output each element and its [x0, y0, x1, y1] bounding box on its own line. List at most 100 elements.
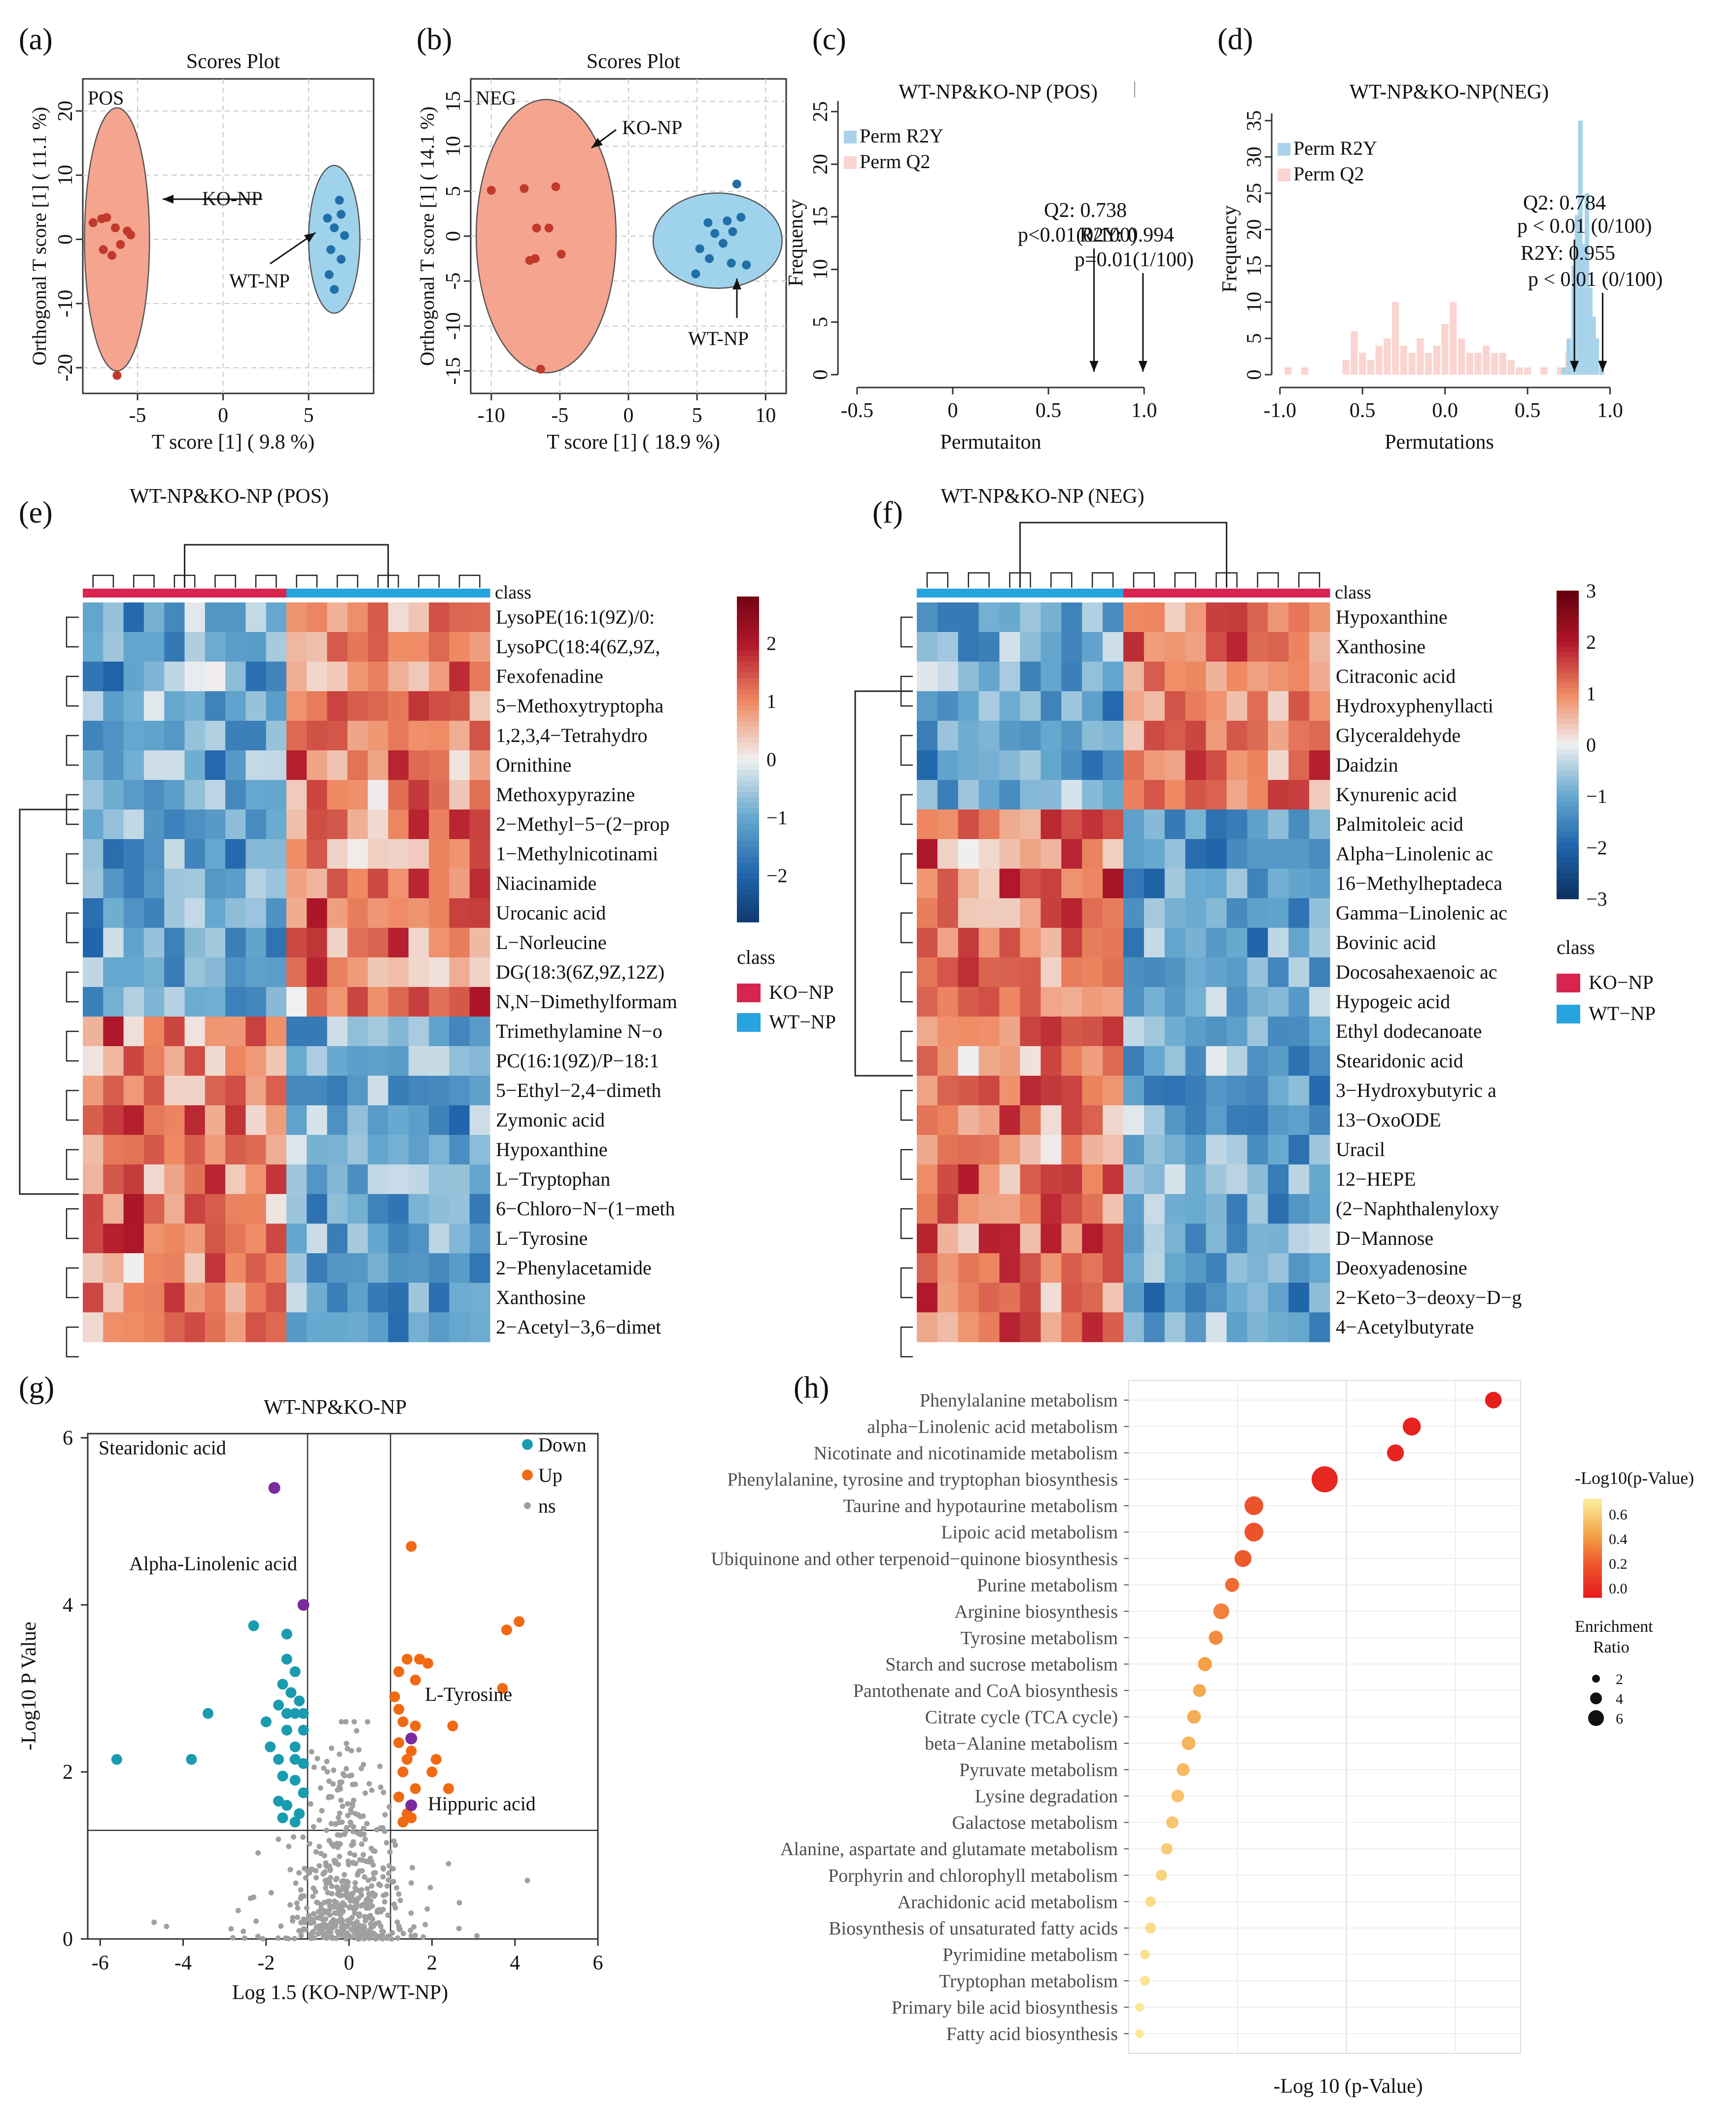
colorbar-segment: [1557, 775, 1579, 781]
ns-point: [334, 1929, 340, 1935]
heatmap-cell: [307, 928, 328, 958]
heatmap-cell: [184, 957, 206, 987]
ns-point: [228, 1926, 234, 1932]
wt-arrow-head: [732, 279, 741, 289]
heatmap-cell: [1082, 1164, 1103, 1195]
heatmap-cell: [286, 810, 307, 840]
heatmap-cell: [429, 1105, 450, 1135]
heatmap-cell: [408, 1135, 429, 1165]
colorbar-segment: [1557, 765, 1579, 771]
heatmap-cell: [1309, 662, 1330, 692]
ns-point: [326, 1778, 332, 1784]
ns-point: [396, 1891, 402, 1897]
annotation-ko: KO-NP: [622, 116, 682, 139]
heatmap-cell: [408, 1046, 429, 1076]
colorbar-segment: [737, 830, 759, 836]
class-label: class: [495, 582, 531, 603]
colorbar-segment: [1583, 1509, 1602, 1512]
heatmap-row-label: Hypogeic acid: [1336, 990, 1450, 1013]
heatmap-cell: [1206, 1076, 1227, 1106]
heatmap-cell: [368, 898, 388, 928]
heatmap-cell: [205, 1105, 226, 1135]
heatmap-cell: [1247, 810, 1268, 840]
heatmap-cell: [1103, 721, 1124, 751]
heatmap-cell: [449, 1312, 470, 1342]
heatmap-cell: [1268, 721, 1289, 751]
class-bar-cell: [388, 589, 409, 598]
heatmap-cell: [1309, 839, 1330, 869]
x-tick-label: 5: [692, 404, 702, 427]
permutation-bar: [1491, 352, 1498, 375]
heatmap-cell: [917, 602, 938, 633]
heatmap-cell: [1185, 1076, 1207, 1106]
ns-point: [328, 1929, 334, 1935]
heatmap-cell: [429, 987, 450, 1017]
heatmap-cell: [123, 691, 144, 721]
heatmap-cell: [103, 928, 124, 958]
heatmap-cell: [1061, 1194, 1082, 1224]
heatmap-cell: [286, 1076, 307, 1106]
down-point: [277, 1679, 288, 1690]
score-point: [691, 269, 700, 279]
ns-point: [343, 1766, 349, 1772]
heatmap-cell: [1206, 1283, 1227, 1313]
heatmap-cell: [245, 721, 267, 751]
heatmap-cell: [184, 1283, 206, 1313]
heatmap-cell: [1061, 1283, 1082, 1313]
heatmap-row-label: Glyceraldehyde: [1336, 724, 1460, 746]
heatmap-cell: [103, 957, 124, 987]
heatmap-cell: [83, 1312, 104, 1342]
heatmap-cell: [245, 1105, 267, 1135]
up-point: [393, 1791, 405, 1802]
heatmap-cell: [266, 1164, 287, 1195]
colorbar-segment: [737, 900, 759, 906]
heatmap-cell: [917, 1224, 938, 1254]
ns-point: [323, 1908, 329, 1914]
colorbar-segment: [1557, 749, 1579, 756]
heatmap-cell: [286, 1253, 307, 1283]
heatmap-cell: [1288, 1194, 1310, 1224]
heatmap-cell: [1164, 1076, 1186, 1106]
heatmap-cell: [1309, 898, 1330, 928]
heatmap-cell: [123, 957, 144, 987]
heatmap-title: WT-NP&KO-NP (NEG): [940, 485, 1144, 508]
heatmap-cell: [164, 1312, 185, 1342]
heatmap-cell: [123, 721, 144, 751]
colorbar-segment: [737, 710, 759, 716]
heatmap-cell: [937, 1253, 959, 1283]
heatmap-cell: [978, 1194, 1000, 1224]
heatmap-cell: [999, 869, 1020, 899]
heatmap-cell: [368, 869, 388, 899]
heatmap-cell: [1309, 780, 1330, 810]
down-point: [289, 1775, 301, 1786]
heatmap-cell: [469, 1194, 490, 1224]
ns-point: [323, 1881, 329, 1887]
heatmap-cell: [958, 1164, 979, 1195]
colorbar-segment: [737, 629, 759, 635]
heatmap-cell: [164, 810, 185, 840]
ns-point: [332, 1910, 338, 1916]
heatmap-cell: [917, 632, 938, 662]
heatmap-cell: [1061, 839, 1082, 869]
heatmap-cell: [469, 780, 490, 810]
highlight-point: [268, 1482, 280, 1494]
heatmap-cell: [103, 1076, 124, 1106]
heatmap-cell: [1206, 780, 1227, 810]
score-point: [727, 258, 736, 268]
heatmap-cell: [1226, 1046, 1248, 1076]
colorbar-segment: [1557, 636, 1579, 643]
heatmap-row-label: Palmitoleic acid: [1336, 813, 1463, 835]
ns-point: [347, 1898, 353, 1904]
heatmap-cell: [1103, 1224, 1124, 1254]
ns-point: [230, 1935, 236, 1941]
heatmap-cell: [1020, 987, 1041, 1017]
ns-point: [359, 1923, 365, 1929]
colorbar-segment: [737, 873, 759, 879]
heatmap-cell: [307, 1312, 328, 1342]
ns-point: [358, 1765, 364, 1771]
heatmap-cell: [937, 691, 959, 721]
heatmap-cell: [1206, 1194, 1227, 1224]
column-dendrogram-branch: [255, 574, 277, 588]
heatmap-cell: [449, 810, 470, 840]
heatmap-cell: [143, 928, 165, 958]
